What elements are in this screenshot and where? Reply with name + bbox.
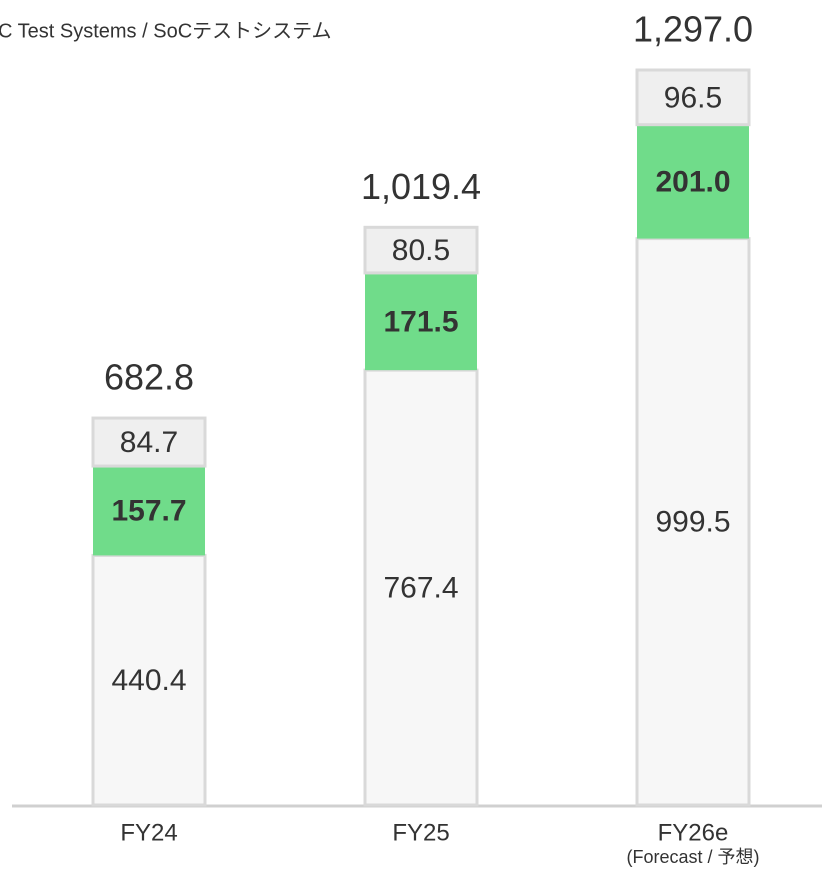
value-label: 157.7 xyxy=(111,495,186,528)
bar-segment xyxy=(365,272,477,371)
total-label: 1,297.0 xyxy=(633,9,753,50)
chart-title: C Test Systems / SoCテストシステム xyxy=(0,20,332,42)
total-label: 682.8 xyxy=(104,357,194,398)
bar-segment xyxy=(93,466,205,556)
value-label: 440.4 xyxy=(111,664,186,697)
x-tick-label: FY25 xyxy=(392,819,449,846)
x-tick-label: FY24 xyxy=(120,819,177,846)
total-label: 1,019.4 xyxy=(361,166,481,207)
value-label: 96.5 xyxy=(664,81,722,114)
x-tick-note: (Forecast / 予想) xyxy=(626,847,759,867)
value-label: 84.7 xyxy=(120,426,178,459)
value-label: 999.5 xyxy=(655,506,730,539)
value-label: 767.4 xyxy=(383,571,458,604)
bar-segment xyxy=(91,416,207,468)
value-label: 80.5 xyxy=(392,234,450,267)
bar-segment xyxy=(363,225,479,275)
bar-segment xyxy=(635,237,751,807)
bar-segment xyxy=(637,124,749,239)
value-label: 201.0 xyxy=(655,166,730,199)
bar-segment xyxy=(635,68,751,127)
bar-segment xyxy=(91,553,207,807)
value-label: 171.5 xyxy=(383,305,458,338)
x-tick-label: FY26e xyxy=(658,819,729,846)
